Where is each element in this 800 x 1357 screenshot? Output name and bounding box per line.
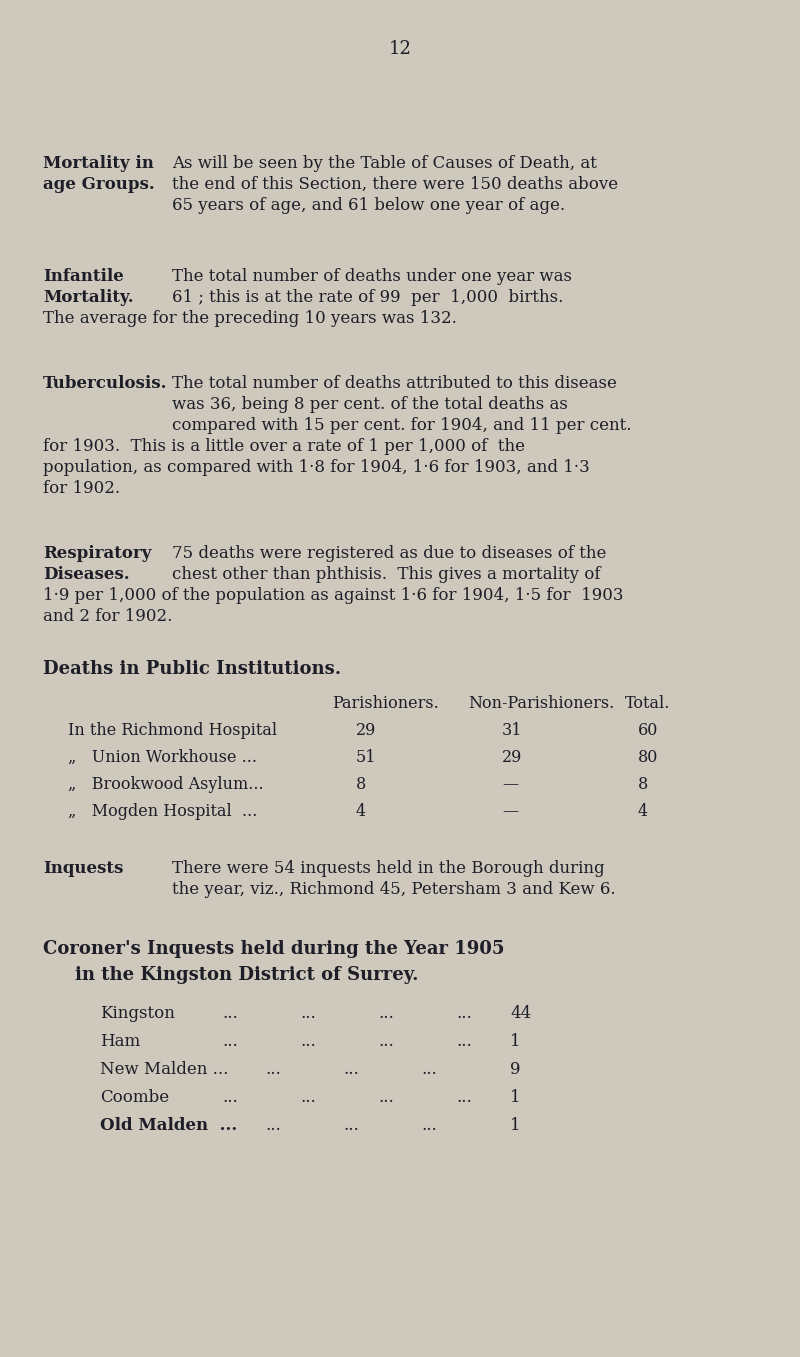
Text: Inquests: Inquests: [43, 860, 123, 877]
Text: age Groups.: age Groups.: [43, 176, 154, 193]
Text: As will be seen by the Table of Causes of Death, at: As will be seen by the Table of Causes o…: [172, 155, 597, 172]
Text: Mortality.: Mortality.: [43, 289, 134, 305]
Text: ...: ...: [456, 1006, 472, 1022]
Text: Ham: Ham: [100, 1033, 140, 1050]
Text: ...: ...: [421, 1117, 437, 1134]
Text: 9: 9: [510, 1061, 521, 1077]
Text: ...: ...: [300, 1006, 316, 1022]
Text: 8: 8: [356, 776, 366, 792]
Text: ...: ...: [265, 1117, 281, 1134]
Text: 51: 51: [356, 749, 377, 765]
Text: Mortality in: Mortality in: [43, 155, 154, 172]
Text: ...: ...: [222, 1006, 238, 1022]
Text: population, as compared with 1·8 for 1904, 1·6 for 1903, and 1·3: population, as compared with 1·8 for 190…: [43, 459, 590, 476]
Text: ...: ...: [378, 1090, 394, 1106]
Text: New Malden ...: New Malden ...: [100, 1061, 228, 1077]
Text: „   Union Workhouse ...: „ Union Workhouse ...: [68, 749, 257, 765]
Text: 12: 12: [389, 39, 411, 58]
Text: ...: ...: [456, 1090, 472, 1106]
Text: compared with 15 per cent. for 1904, and 11 per cent.: compared with 15 per cent. for 1904, and…: [172, 417, 631, 434]
Text: Deaths in Public Institutions.: Deaths in Public Institutions.: [43, 660, 341, 678]
Text: 8: 8: [638, 776, 648, 792]
Text: The total number of deaths under one year was: The total number of deaths under one yea…: [172, 267, 572, 285]
Text: 65 years of age, and 61 below one year of age.: 65 years of age, and 61 below one year o…: [172, 197, 565, 214]
Text: The average for the preceding 10 years was 132.: The average for the preceding 10 years w…: [43, 309, 457, 327]
Text: Diseases.: Diseases.: [43, 566, 130, 584]
Text: 80: 80: [638, 749, 658, 765]
Text: 1·9 per 1,000 of the population as against 1·6 for 1904, 1·5 for  1903: 1·9 per 1,000 of the population as again…: [43, 588, 623, 604]
Text: Coroner's Inquests held during the Year 1905: Coroner's Inquests held during the Year …: [43, 940, 505, 958]
Text: 75 deaths were registered as due to diseases of the: 75 deaths were registered as due to dise…: [172, 546, 606, 562]
Text: for 1902.: for 1902.: [43, 480, 120, 497]
Text: 44: 44: [510, 1006, 531, 1022]
Text: —: —: [502, 803, 518, 820]
Text: Old Malden  ...: Old Malden ...: [100, 1117, 238, 1134]
Text: The total number of deaths attributed to this disease: The total number of deaths attributed to…: [172, 375, 617, 392]
Text: „   Mogden Hospital  ...: „ Mogden Hospital ...: [68, 803, 258, 820]
Text: ...: ...: [300, 1090, 316, 1106]
Text: There were 54 inquests held in the Borough during: There were 54 inquests held in the Borou…: [172, 860, 605, 877]
Text: in the Kingston District of Surrey.: in the Kingston District of Surrey.: [75, 966, 418, 984]
Text: 61 ; this is at the rate of 99  per  1,000  births.: 61 ; this is at the rate of 99 per 1,000…: [172, 289, 563, 305]
Text: ...: ...: [222, 1090, 238, 1106]
Text: for 1903.  This is a little over a rate of 1 per 1,000 of  the: for 1903. This is a little over a rate o…: [43, 438, 525, 455]
Text: ...: ...: [378, 1033, 394, 1050]
Text: Respiratory: Respiratory: [43, 546, 151, 562]
Text: ...: ...: [343, 1061, 358, 1077]
Text: the end of this Section, there were 150 deaths above: the end of this Section, there were 150 …: [172, 176, 618, 193]
Text: 1: 1: [510, 1090, 521, 1106]
Text: 4: 4: [356, 803, 366, 820]
Text: Non-Parishioners.: Non-Parishioners.: [468, 695, 614, 712]
Text: 29: 29: [356, 722, 376, 740]
Text: was 36, being 8 per cent. of the total deaths as: was 36, being 8 per cent. of the total d…: [172, 396, 568, 413]
Text: 1: 1: [510, 1033, 521, 1050]
Text: the year, viz., Richmond 45, Petersham 3 and Kew 6.: the year, viz., Richmond 45, Petersham 3…: [172, 881, 616, 898]
Text: ...: ...: [421, 1061, 437, 1077]
Text: Total.: Total.: [625, 695, 670, 712]
Text: ...: ...: [300, 1033, 316, 1050]
Text: and 2 for 1902.: and 2 for 1902.: [43, 608, 172, 626]
Text: Infantile: Infantile: [43, 267, 124, 285]
Text: ...: ...: [378, 1006, 394, 1022]
Text: ...: ...: [456, 1033, 472, 1050]
Text: chest other than phthisis.  This gives a mortality of: chest other than phthisis. This gives a …: [172, 566, 601, 584]
Text: Parishioners.: Parishioners.: [332, 695, 438, 712]
Text: ...: ...: [343, 1117, 358, 1134]
Text: In the Richmond Hospital: In the Richmond Hospital: [68, 722, 277, 740]
Text: 29: 29: [502, 749, 522, 765]
Text: „   Brookwood Asylum...: „ Brookwood Asylum...: [68, 776, 264, 792]
Text: Tuberculosis.: Tuberculosis.: [43, 375, 167, 392]
Text: ...: ...: [222, 1033, 238, 1050]
Text: 1: 1: [510, 1117, 521, 1134]
Text: —: —: [502, 776, 518, 792]
Text: Coombe: Coombe: [100, 1090, 169, 1106]
Text: 31: 31: [502, 722, 522, 740]
Text: ...: ...: [265, 1061, 281, 1077]
Text: Kingston: Kingston: [100, 1006, 175, 1022]
Text: 60: 60: [638, 722, 658, 740]
Text: 4: 4: [638, 803, 648, 820]
